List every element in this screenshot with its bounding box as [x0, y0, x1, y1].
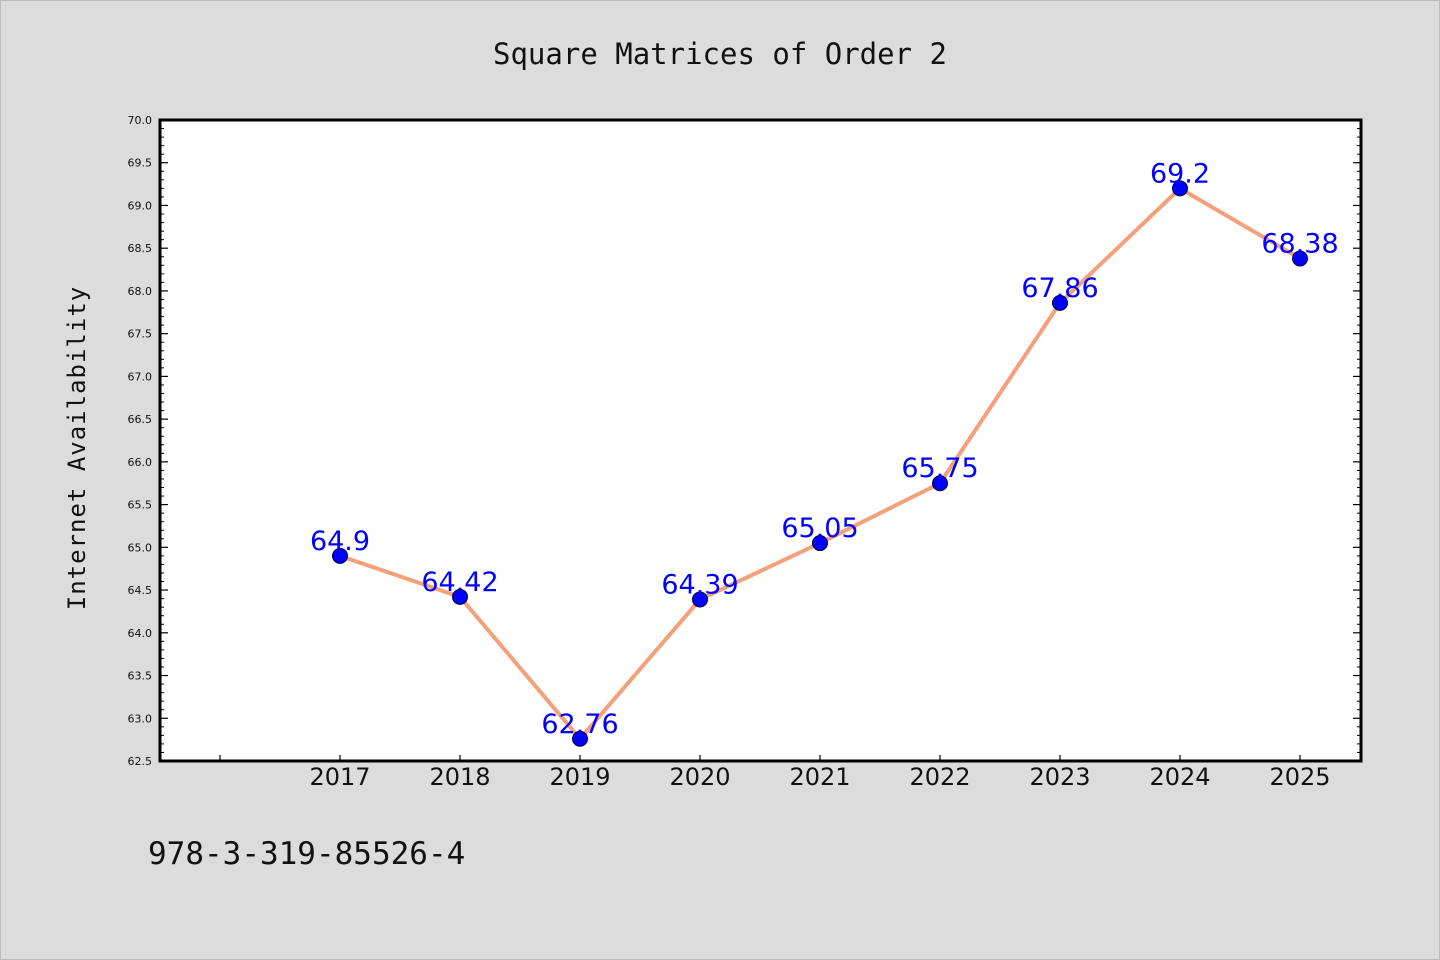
data-label: 67.86	[1021, 273, 1098, 304]
x-tick-label: 2025	[1269, 763, 1330, 791]
chart-title: Square Matrices of Order 2	[493, 37, 947, 71]
data-label: 64.42	[421, 567, 498, 598]
y-tick-label: 69.5	[128, 157, 153, 170]
y-tick-label: 69.0	[128, 199, 153, 212]
x-tick-label: 2018	[429, 763, 490, 791]
data-label: 64.39	[661, 569, 738, 600]
x-axis-ticks: 2017 2018 2019 2020 2021 2022 2023 2024 2025	[219, 755, 1331, 791]
y-tick-label: 70.0	[128, 114, 153, 127]
x-tick-label: 2021	[789, 763, 850, 791]
y-tick-label: 66.5	[128, 413, 153, 426]
x-tick-label: 2024	[1149, 763, 1210, 791]
data-point	[452, 588, 468, 605]
x-tick-label: 2017	[309, 763, 370, 791]
y-tick-label: 67.5	[128, 328, 153, 341]
y-tick-label: 68.0	[128, 285, 153, 298]
y-tick-label: 63.5	[128, 670, 153, 683]
y-tick-label: 65.5	[128, 499, 153, 512]
data-label: 68.38	[1261, 228, 1338, 259]
y-axis-ticks: 62.5 63.0 63.5 64.0 64.5 65.0 65.5 66.0 66.5 67.0…	[128, 114, 1361, 768]
plot-area	[158, 118, 1363, 763]
y-tick-label: 68.5	[128, 242, 153, 255]
data-labels-layer: 64.9 64.42 62.76 64.39 65.05 65.75 67.86 69.2 68…	[310, 158, 1339, 739]
y-tick-label: 63.0	[128, 712, 153, 725]
data-label: 69.2	[1150, 158, 1210, 189]
data-point	[1292, 250, 1308, 267]
y-tick-label: 65.0	[128, 541, 153, 554]
data-point	[332, 547, 348, 564]
x-tick-label: 2020	[669, 763, 730, 791]
data-point	[1172, 180, 1188, 197]
data-point	[572, 730, 588, 747]
data-label: 64.9	[310, 526, 370, 557]
data-point	[812, 535, 828, 552]
y-tick-label: 62.5	[128, 755, 153, 768]
x-tick-label: 2022	[909, 763, 970, 791]
data-label: 65.75	[901, 453, 978, 484]
y-tick-label: 64.0	[128, 627, 153, 640]
data-label: 65.05	[781, 513, 858, 544]
y-axis-label: Internet Availability	[63, 286, 91, 610]
y-tick-label: 66.0	[128, 456, 153, 469]
x-tick-label: 2023	[1029, 763, 1090, 791]
data-point	[1052, 294, 1068, 311]
data-label: 62.76	[541, 709, 618, 740]
footer-isbn: 978-3-319-85526-4	[148, 836, 465, 872]
y-tick-label: 64.5	[128, 584, 153, 597]
series-layer	[332, 180, 1308, 747]
y-tick-label: 67.0	[128, 370, 153, 383]
data-point	[932, 475, 948, 492]
x-tick-label: 2019	[549, 763, 610, 791]
data-point	[692, 591, 708, 608]
